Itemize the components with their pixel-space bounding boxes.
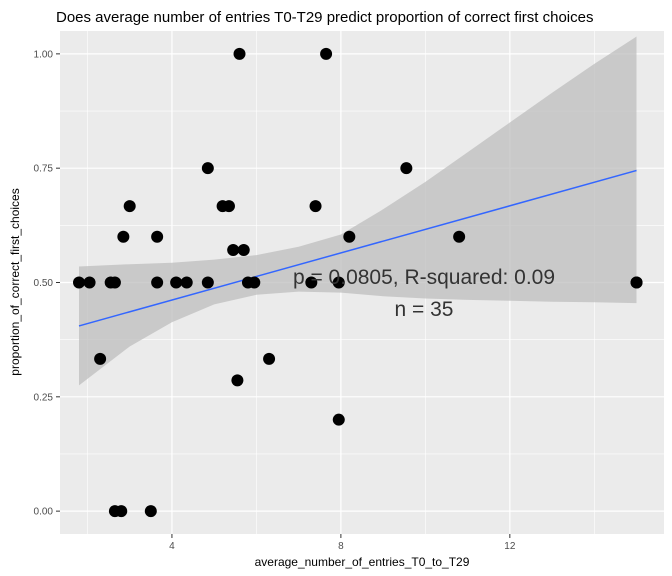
data-point — [343, 230, 356, 243]
y-tick-label: 0.25 — [34, 392, 54, 403]
x-tick-label: 12 — [504, 541, 516, 552]
data-point — [320, 47, 333, 60]
data-point — [115, 505, 128, 518]
data-point — [332, 413, 345, 426]
chart-title: Does average number of entries T0-T29 pr… — [56, 9, 593, 26]
data-point — [94, 352, 107, 365]
data-point — [83, 276, 96, 289]
data-point — [237, 244, 250, 257]
data-point — [170, 276, 183, 289]
data-point — [201, 162, 214, 175]
data-point — [108, 276, 121, 289]
y-tick-label: 1.00 — [34, 49, 54, 60]
data-point — [309, 200, 322, 213]
y-axis-ticks: 0.00 0.25 0.50 0.75 1.00 — [34, 49, 60, 518]
data-point — [305, 276, 318, 289]
data-points — [73, 47, 643, 518]
data-point — [151, 230, 164, 243]
data-point — [222, 200, 235, 213]
annotation-n: n = 35 — [395, 298, 454, 321]
y-tick-label: 0.00 — [34, 507, 54, 518]
x-tick-label: 4 — [169, 541, 175, 552]
data-point — [400, 162, 413, 175]
y-tick-label: 0.50 — [34, 278, 54, 289]
regression-line — [78, 169, 637, 327]
data-point — [233, 47, 246, 60]
data-point — [227, 244, 240, 257]
y-axis-title: proportion_of_correct_first_choices — [8, 188, 22, 375]
data-point — [248, 276, 261, 289]
data-point — [123, 200, 136, 213]
data-point — [263, 352, 276, 365]
data-point — [180, 276, 193, 289]
x-tick-label: 8 — [338, 541, 344, 552]
data-point — [144, 505, 157, 518]
annotation-stats: p = 0.0805, R-squared: 0.09 — [293, 266, 555, 289]
confidence-band — [79, 36, 637, 386]
x-axis-title: average_number_of_entries_T0_to_T29 — [255, 555, 470, 569]
data-point — [453, 230, 466, 243]
data-point — [151, 276, 164, 289]
x-axis-ticks: 4 8 12 — [169, 534, 516, 552]
data-point — [630, 276, 643, 289]
data-point — [73, 276, 86, 289]
data-point — [117, 230, 130, 243]
data-point — [231, 374, 244, 387]
data-point — [201, 276, 214, 289]
data-point — [332, 276, 345, 289]
y-tick-label: 0.75 — [34, 164, 54, 175]
